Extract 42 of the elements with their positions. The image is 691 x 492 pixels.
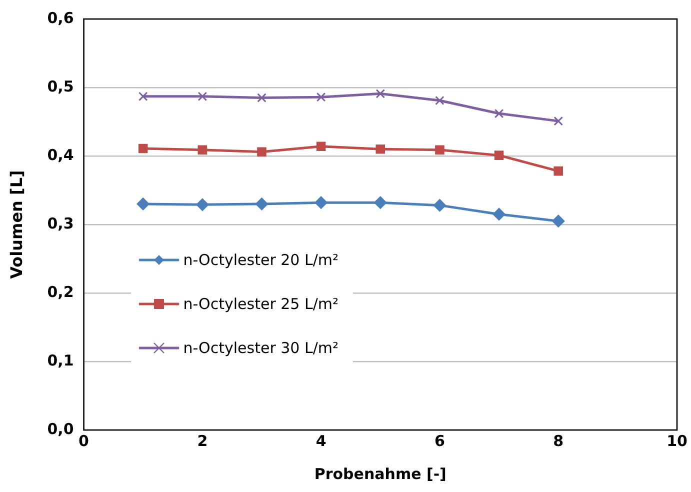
y-tick-label: 0,0	[47, 420, 74, 438]
x-tick-label: 8	[553, 432, 564, 450]
point	[198, 145, 208, 154]
point	[433, 199, 446, 212]
point	[552, 214, 565, 228]
x-tick-label: 6	[434, 432, 445, 450]
point	[554, 116, 563, 126]
point	[494, 108, 504, 118]
y-axis-title: Volumen [L]	[6, 170, 26, 279]
point	[138, 92, 148, 102]
legend-label: n-Octylester 20 L/m²	[183, 251, 339, 270]
point	[376, 144, 386, 154]
y-tick-label: 0,2	[47, 282, 74, 301]
point	[492, 208, 506, 220]
legend-label: n-Octylester 30 L/m²	[183, 339, 339, 358]
x-tick-label: 10	[666, 432, 688, 450]
point	[494, 150, 504, 160]
point	[136, 198, 150, 210]
point	[255, 198, 268, 210]
point	[196, 198, 209, 211]
point	[138, 144, 148, 154]
y-tick-label: 0,4	[47, 146, 74, 164]
x-tick-label: 2	[197, 432, 208, 450]
point	[554, 166, 563, 176]
y-tick-label: 0,5	[47, 77, 74, 96]
point	[257, 147, 266, 157]
point	[314, 196, 328, 209]
point	[316, 92, 326, 102]
y-tick-label: 0,3	[47, 214, 74, 232]
x-axis-title: Probenahme [-]	[314, 464, 446, 483]
point	[257, 93, 266, 102]
point	[198, 92, 208, 102]
point	[435, 145, 444, 154]
point	[316, 142, 326, 152]
point	[374, 196, 387, 209]
y-tick-label: 0,1	[47, 351, 74, 370]
point	[376, 89, 386, 98]
point	[435, 96, 444, 106]
x-tick-label: 4	[316, 432, 326, 450]
y-tick-label: 0,6	[47, 8, 74, 27]
x-tick-label: 0	[78, 432, 89, 450]
legend-label: n-Octylester 25 L/m²	[183, 295, 339, 314]
